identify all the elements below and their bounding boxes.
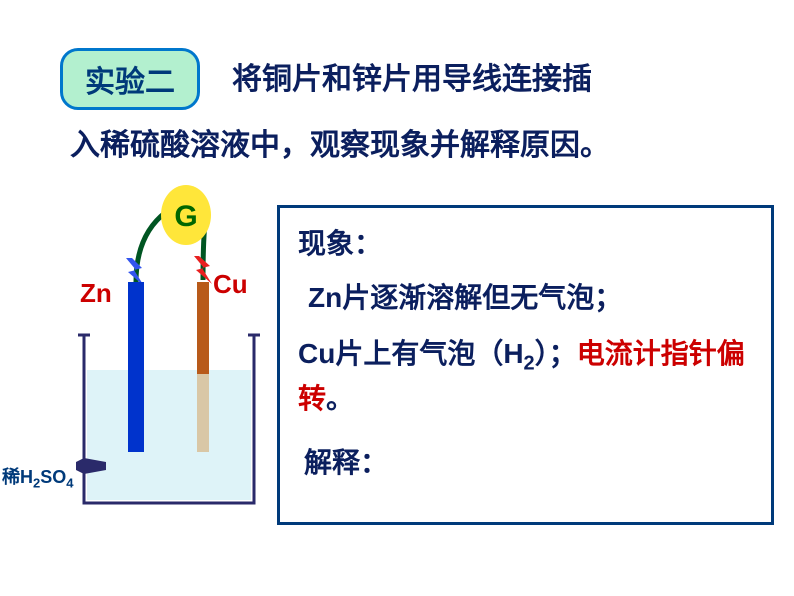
phenomenon-line-2: Cu片上有气泡（H2）；电流计指针偏转。 — [298, 334, 753, 419]
observation-panel: 现象： Zn片逐渐溶解但无气泡； Cu片上有气泡（H2）；电流计指针偏转。 解释… — [277, 205, 774, 525]
line2-part-b: ）； — [535, 338, 577, 369]
title-line-2: 入稀硫酸溶液中，观察现象并解释原因。 — [70, 120, 610, 164]
solution-fill — [87, 370, 251, 500]
zn-electrode — [128, 282, 144, 452]
experiment-badge: 实验二 — [60, 48, 200, 110]
phenomenon-heading: 现象： — [298, 222, 753, 262]
line2-part-a: Cu片上有气泡（H — [298, 338, 524, 369]
galvanometer-label: G — [174, 200, 197, 233]
line2-subscript: 2 — [524, 353, 535, 375]
dilute-acid-label: 稀H2SO4 — [2, 463, 73, 491]
wire-left — [136, 212, 166, 282]
cu-electrode-bottom — [197, 374, 209, 452]
explanation-heading: 解释： — [304, 441, 753, 481]
line2-end: 。 — [326, 383, 354, 414]
cu-electrode-top — [197, 282, 209, 374]
title-line-1: 将铜片和锌片用导线连接插 — [232, 54, 592, 98]
phenomenon-line-1: Zn片逐渐溶解但无气泡； — [308, 276, 753, 316]
